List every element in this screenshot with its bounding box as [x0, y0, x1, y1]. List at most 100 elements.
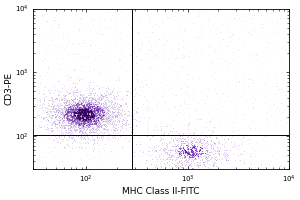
- Point: [68, 133, 72, 136]
- Point: [65, 113, 70, 116]
- Point: [186, 147, 191, 150]
- Point: [197, 148, 202, 151]
- Point: [187, 121, 191, 124]
- Point: [112, 109, 117, 112]
- Point: [67, 109, 72, 113]
- Point: [115, 139, 119, 142]
- Point: [50, 123, 55, 127]
- Point: [115, 119, 120, 122]
- Point: [68, 113, 73, 117]
- Point: [96, 108, 100, 111]
- Point: [135, 119, 140, 122]
- Point: [128, 125, 132, 129]
- Point: [43, 115, 48, 118]
- Point: [133, 162, 138, 165]
- Point: [277, 118, 282, 122]
- Point: [92, 106, 96, 109]
- Point: [104, 115, 109, 119]
- Point: [75, 108, 80, 112]
- Point: [100, 111, 105, 114]
- Point: [83, 116, 88, 119]
- Point: [77, 116, 82, 120]
- Point: [102, 122, 107, 125]
- Point: [104, 78, 109, 81]
- Point: [116, 93, 120, 96]
- Point: [131, 108, 136, 111]
- Point: [108, 110, 112, 113]
- Point: [87, 109, 92, 112]
- Point: [204, 144, 208, 147]
- Point: [91, 110, 96, 114]
- Point: [67, 109, 72, 113]
- Point: [74, 119, 79, 122]
- Point: [88, 93, 93, 96]
- Point: [93, 107, 98, 110]
- Point: [84, 126, 88, 129]
- Point: [74, 128, 79, 131]
- Point: [32, 104, 36, 108]
- Point: [48, 109, 53, 112]
- Point: [79, 107, 83, 110]
- Point: [98, 94, 102, 97]
- Point: [69, 128, 74, 131]
- Point: [36, 159, 41, 162]
- Point: [192, 158, 197, 161]
- Point: [124, 118, 129, 121]
- Point: [82, 108, 87, 112]
- Point: [92, 107, 97, 111]
- Point: [94, 130, 98, 133]
- Point: [159, 159, 164, 162]
- Point: [80, 130, 85, 133]
- Point: [113, 97, 118, 101]
- Point: [167, 37, 172, 40]
- Point: [52, 103, 56, 106]
- Point: [220, 56, 225, 60]
- Point: [176, 141, 181, 144]
- Point: [98, 102, 103, 105]
- Point: [76, 77, 81, 80]
- Point: [241, 20, 245, 23]
- Point: [50, 114, 55, 117]
- Point: [61, 111, 66, 114]
- Point: [92, 118, 97, 121]
- Point: [62, 114, 67, 118]
- Point: [44, 110, 49, 113]
- Point: [81, 105, 86, 108]
- Point: [211, 162, 215, 165]
- Point: [182, 156, 187, 160]
- Point: [68, 109, 73, 112]
- Point: [209, 146, 214, 149]
- Point: [159, 142, 164, 145]
- Point: [150, 149, 154, 152]
- Point: [96, 97, 101, 101]
- Point: [95, 116, 100, 120]
- Point: [191, 90, 196, 93]
- Point: [195, 139, 200, 142]
- Point: [103, 105, 108, 108]
- Point: [177, 153, 182, 156]
- Point: [74, 107, 79, 110]
- Point: [120, 130, 125, 133]
- Point: [77, 128, 82, 131]
- Point: [85, 120, 90, 123]
- Point: [177, 151, 182, 154]
- Point: [222, 153, 226, 156]
- Point: [56, 136, 61, 139]
- Point: [70, 140, 75, 143]
- Point: [82, 110, 86, 113]
- Point: [59, 126, 64, 130]
- Point: [112, 106, 116, 109]
- Point: [179, 177, 184, 180]
- Point: [81, 123, 86, 126]
- Point: [85, 111, 90, 114]
- Point: [143, 99, 148, 102]
- Point: [179, 162, 184, 165]
- Point: [81, 122, 86, 125]
- Point: [183, 149, 188, 152]
- Point: [94, 108, 98, 112]
- Point: [180, 152, 185, 155]
- Point: [74, 111, 79, 114]
- Point: [84, 118, 89, 121]
- Point: [90, 134, 94, 137]
- Point: [248, 77, 253, 80]
